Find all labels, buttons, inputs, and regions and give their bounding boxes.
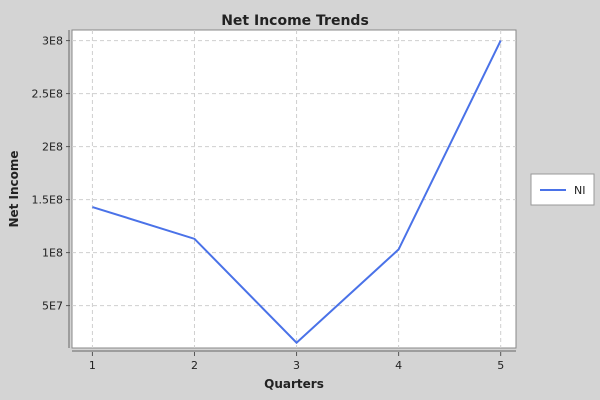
y-axis-label: Net Income [7,150,21,227]
y-tick-label-0: 5E7 [42,300,63,313]
plot-area [71,29,517,349]
chart-title: Net Income Trends [221,13,369,29]
x-tick-label-1: 2 [191,359,198,372]
series-layer [92,40,502,345]
axes [68,30,516,352]
x-tick-label-3: 4 [395,359,402,372]
y-tick-label-5: 3E8 [42,35,63,48]
grid-lines [72,30,516,348]
y-axis-ticks: 5E7 1E8 1.5E8 2E8 2.5E8 3E8 [32,35,70,313]
legend: NI [530,173,595,206]
y-tick-label-1: 1E8 [42,247,63,260]
x-axis-ticks: 1 2 3 4 5 [89,352,504,372]
x-axis-label: Quarters [264,377,324,391]
x-tick-label-2: 3 [293,359,300,372]
y-tick-label-2: 1.5E8 [32,194,63,207]
x-tick-label-0: 1 [89,359,96,372]
legend-label-ni: NI [574,184,585,197]
y-tick-label-4: 2.5E8 [32,88,63,101]
x-tick-label-4: 5 [497,359,504,372]
y-tick-label-3: 2E8 [42,141,63,154]
